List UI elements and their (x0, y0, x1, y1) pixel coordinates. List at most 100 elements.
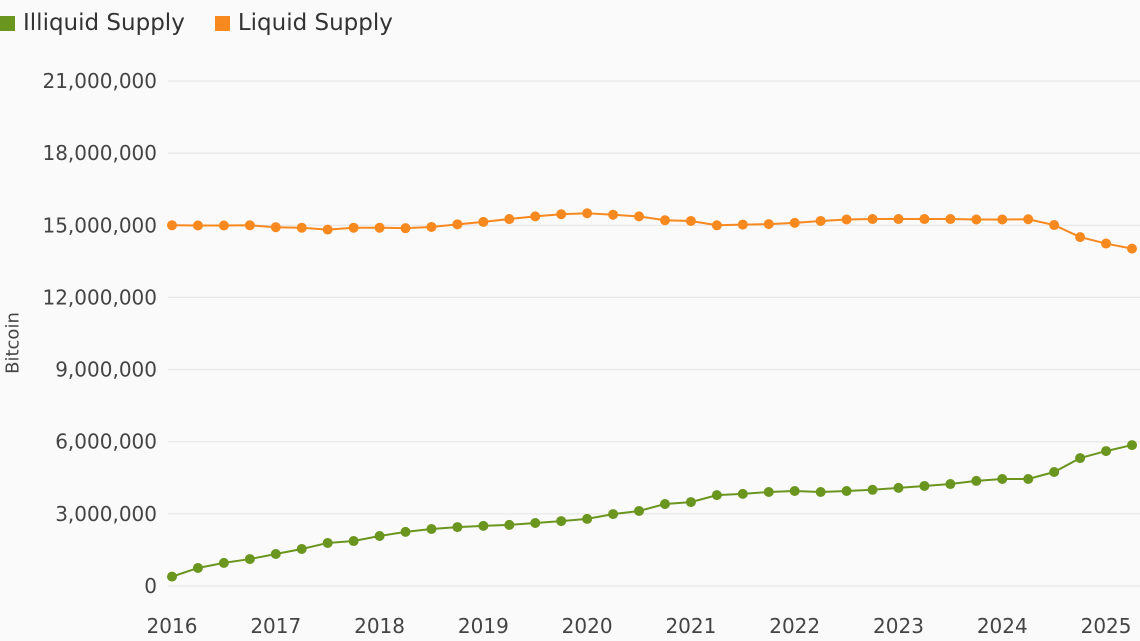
data-point-liquid (945, 214, 956, 225)
data-point-illiquid (711, 490, 722, 501)
legend-swatch-illiquid (0, 15, 15, 31)
data-point-illiquid (348, 536, 359, 547)
x-tick-label: 2025 (1081, 614, 1132, 638)
y-tick-label: 12,000,000 (42, 285, 157, 309)
x-tick-label: 2022 (769, 614, 820, 638)
data-point-illiquid (452, 522, 463, 533)
x-tick-label: 2021 (665, 614, 716, 638)
data-point-illiquid (218, 557, 229, 568)
data-point-liquid (685, 215, 696, 226)
data-point-liquid (763, 219, 774, 230)
data-point-illiquid (737, 488, 748, 499)
data-point-illiquid (296, 543, 307, 554)
data-point-liquid (244, 220, 255, 231)
data-point-illiquid (659, 498, 670, 509)
x-tick-label: 2019 (458, 614, 509, 638)
data-point-illiquid (322, 537, 333, 548)
data-point-illiquid (426, 524, 437, 535)
data-point-illiquid (192, 562, 203, 573)
legend-item-illiquid[interactable]: Illiquid Supply (0, 10, 185, 36)
data-point-liquid (737, 219, 748, 230)
data-point-liquid (270, 222, 281, 233)
x-tick-label: 2024 (977, 614, 1028, 638)
data-point-liquid (582, 208, 593, 219)
data-point-illiquid (1049, 467, 1060, 478)
x-tick-label: 2018 (354, 614, 405, 638)
data-point-liquid (322, 224, 333, 235)
data-point-illiquid (997, 473, 1008, 484)
x-tick-label: 2017 (250, 614, 301, 638)
x-tick-label: 2016 (147, 614, 198, 638)
data-point-illiquid (685, 497, 696, 508)
y-tick-label: 6,000,000 (55, 430, 157, 454)
data-point-illiquid (556, 516, 567, 527)
data-point-illiquid (789, 486, 800, 497)
data-point-illiquid (893, 482, 904, 493)
data-point-liquid (504, 214, 515, 225)
data-point-illiquid (270, 549, 281, 560)
x-tick-label: 2020 (562, 614, 613, 638)
data-point-liquid (1101, 238, 1112, 249)
data-point-illiquid (167, 571, 177, 582)
data-point-liquid (634, 211, 645, 222)
data-point-illiquid (867, 484, 878, 495)
y-tick-label: 18,000,000 (42, 141, 157, 165)
data-point-illiquid (400, 526, 411, 537)
data-point-liquid (1023, 214, 1034, 225)
data-point-liquid (815, 215, 826, 226)
data-point-illiquid (919, 480, 930, 491)
data-point-liquid (556, 209, 567, 220)
y-tick-label: 9,000,000 (55, 358, 157, 382)
data-point-illiquid (608, 509, 619, 520)
data-point-liquid (400, 223, 411, 234)
data-point-illiquid (244, 554, 255, 565)
data-point-liquid (608, 209, 619, 220)
data-point-liquid (841, 214, 852, 225)
series-line-illiquid (171, 444, 1133, 578)
data-point-liquid (426, 221, 437, 232)
legend-label-liquid: Liquid Supply (237, 10, 393, 36)
y-tick-label: 3,000,000 (55, 502, 157, 526)
legend-item-liquid[interactable]: Liquid Supply (214, 10, 393, 36)
data-point-liquid (530, 211, 541, 222)
series-line-liquid (171, 212, 1133, 250)
data-point-liquid (374, 222, 385, 233)
data-point-illiquid (763, 486, 774, 497)
data-point-liquid (659, 215, 670, 226)
data-point-liquid (867, 214, 878, 225)
data-point-illiquid (1023, 473, 1034, 484)
y-tick-label: 0 (144, 574, 157, 598)
y-tick-label: 21,000,000 (42, 69, 157, 93)
data-point-illiquid (1127, 440, 1137, 451)
legend: Illiquid Supply Liquid Supply (0, 10, 393, 36)
data-point-liquid (997, 214, 1008, 225)
data-point-liquid (167, 220, 177, 231)
data-point-liquid (1127, 243, 1137, 254)
data-point-illiquid (530, 517, 541, 528)
legend-label-illiquid: Illiquid Supply (23, 10, 185, 36)
data-point-illiquid (1075, 453, 1086, 464)
y-tick-label: 15,000,000 (42, 213, 157, 237)
data-point-illiquid (815, 486, 826, 497)
data-point-illiquid (374, 530, 385, 541)
data-point-liquid (296, 222, 307, 233)
data-point-illiquid (971, 475, 982, 486)
x-tick-label: 2023 (873, 614, 924, 638)
data-point-illiquid (634, 505, 645, 516)
data-point-liquid (218, 220, 229, 231)
data-point-liquid (789, 217, 800, 228)
data-point-liquid (478, 216, 489, 227)
data-point-liquid (711, 220, 722, 231)
data-point-liquid (348, 222, 359, 233)
data-point-illiquid (1101, 446, 1112, 457)
data-point-liquid (1049, 220, 1060, 231)
data-point-liquid (452, 219, 463, 230)
data-point-illiquid (582, 513, 593, 524)
data-point-illiquid (945, 479, 956, 490)
data-point-illiquid (478, 520, 489, 531)
data-point-illiquid (841, 486, 852, 497)
data-point-liquid (192, 220, 203, 231)
data-point-liquid (1075, 232, 1086, 243)
data-point-illiquid (504, 519, 515, 530)
